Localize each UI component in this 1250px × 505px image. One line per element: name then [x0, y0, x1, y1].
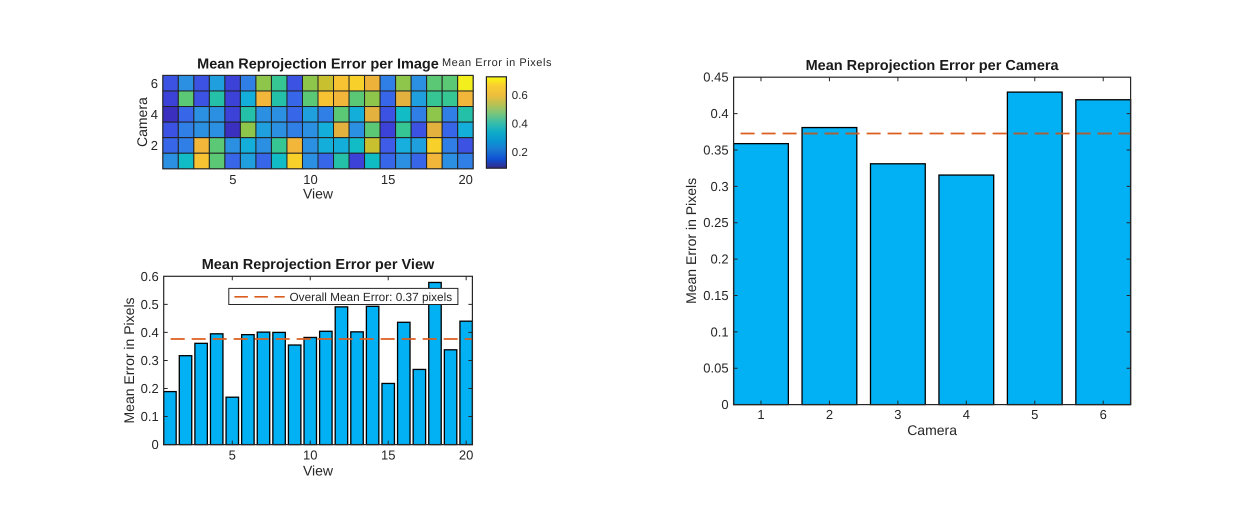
svg-text:6: 6 — [1100, 407, 1107, 422]
svg-text:0.6: 0.6 — [141, 269, 159, 284]
svg-text:0.25: 0.25 — [703, 215, 728, 230]
svg-text:20: 20 — [458, 172, 472, 187]
svg-text:Mean Error in Pixels: Mean Error in Pixels — [121, 297, 137, 423]
svg-text:4: 4 — [151, 107, 158, 122]
svg-text:0.45: 0.45 — [703, 70, 728, 85]
svg-text:0.2: 0.2 — [512, 147, 528, 159]
svg-text:20: 20 — [459, 448, 473, 463]
svg-text:Mean Reprojection Error per Ca: Mean Reprojection Error per Camera — [806, 58, 1060, 74]
svg-text:5: 5 — [229, 172, 236, 187]
svg-text:4: 4 — [963, 407, 970, 422]
svg-text:10: 10 — [303, 172, 317, 187]
svg-text:6: 6 — [151, 76, 158, 91]
svg-text:0: 0 — [721, 397, 728, 412]
svg-text:0.5: 0.5 — [141, 297, 159, 312]
svg-text:2: 2 — [826, 407, 833, 422]
svg-text:Overall Mean Error: 0.37 pixel: Overall Mean Error: 0.37 pixels — [290, 290, 453, 304]
svg-text:3: 3 — [894, 407, 901, 422]
svg-text:0.4: 0.4 — [711, 106, 729, 121]
svg-text:View: View — [303, 186, 334, 202]
svg-text:View: View — [303, 462, 334, 478]
svg-text:15: 15 — [381, 448, 395, 463]
svg-text:0.3: 0.3 — [141, 353, 159, 368]
svg-text:Camera: Camera — [907, 422, 957, 438]
svg-text:0.4: 0.4 — [512, 118, 529, 130]
svg-text:0.2: 0.2 — [711, 252, 729, 267]
svg-text:Mean Reprojection Error per Vi: Mean Reprojection Error per View — [202, 257, 435, 273]
svg-text:0.3: 0.3 — [711, 179, 729, 194]
svg-text:0: 0 — [151, 437, 158, 452]
svg-text:0.15: 0.15 — [703, 288, 728, 303]
svg-text:0.1: 0.1 — [711, 324, 729, 339]
svg-text:5: 5 — [229, 448, 236, 463]
svg-text:Mean Error in Pixels: Mean Error in Pixels — [683, 178, 699, 304]
svg-text:0.4: 0.4 — [141, 325, 159, 340]
svg-text:0.35: 0.35 — [703, 142, 728, 157]
svg-text:5: 5 — [1031, 407, 1038, 422]
svg-text:1: 1 — [757, 407, 764, 422]
svg-text:Mean Error in Pixels: Mean Error in Pixels — [442, 57, 552, 69]
svg-text:0.1: 0.1 — [141, 409, 159, 424]
svg-text:Camera: Camera — [134, 97, 150, 147]
svg-text:2: 2 — [151, 138, 158, 153]
svg-text:10: 10 — [303, 448, 317, 463]
svg-text:15: 15 — [381, 172, 395, 187]
svg-text:0.6: 0.6 — [512, 90, 528, 102]
svg-text:0.2: 0.2 — [141, 381, 159, 396]
svg-text:0.05: 0.05 — [703, 361, 728, 376]
svg-text:Mean Reprojection Error per Im: Mean Reprojection Error per Image — [197, 56, 439, 72]
